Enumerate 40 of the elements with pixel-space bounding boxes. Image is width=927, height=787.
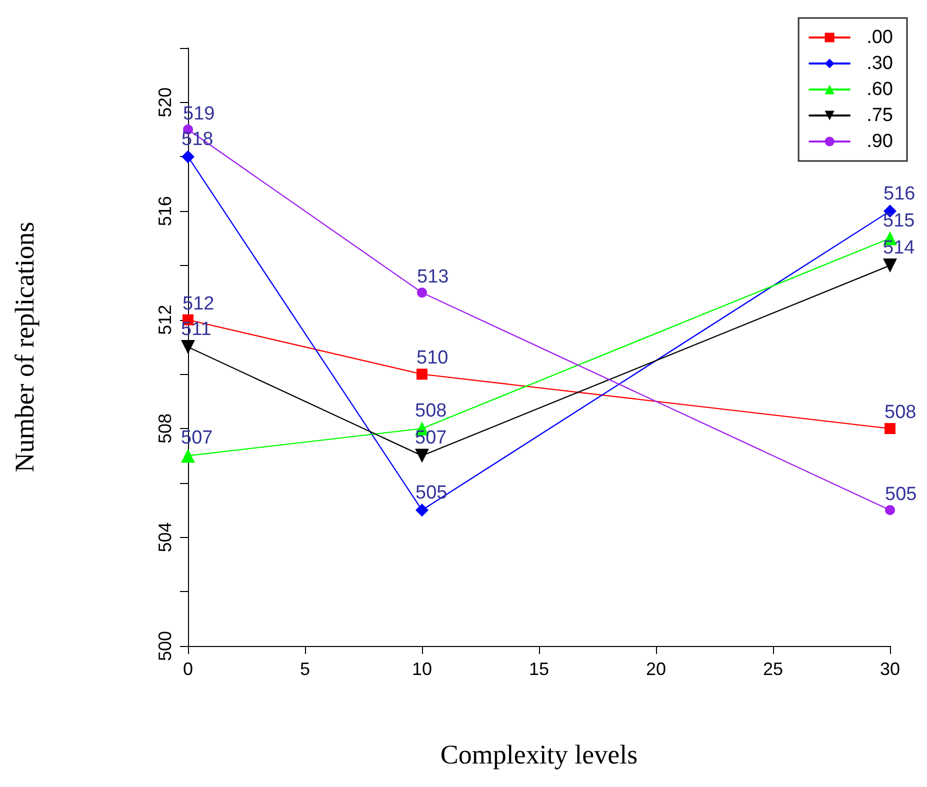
x-tick-label: 20	[646, 659, 666, 679]
legend-label: .75	[866, 105, 894, 126]
data-label: 516	[884, 184, 916, 205]
point	[181, 448, 195, 463]
point	[416, 368, 428, 380]
y-tick-label: 504	[155, 522, 175, 552]
y-tick-label: 508	[155, 414, 175, 444]
point	[885, 505, 895, 516]
data-label: 507	[415, 428, 447, 449]
point	[182, 150, 194, 164]
data-label: 508	[884, 402, 916, 424]
y-tick-label: 500	[155, 630, 175, 662]
x-tick-label: 5	[300, 659, 310, 679]
x-tick-label: 10	[412, 659, 432, 679]
y-axis-title: Number of replications	[10, 222, 40, 472]
legend-label: .00	[866, 27, 894, 48]
y-tick-label: 512	[155, 304, 175, 335]
data-label: 508	[415, 400, 447, 422]
data-label: 513	[417, 266, 449, 288]
data-label: 515	[883, 210, 915, 232]
point	[416, 504, 428, 517]
legend-label: .60	[866, 79, 894, 100]
point	[181, 340, 195, 354]
x-tick-label: 0	[182, 659, 194, 679]
data-label: 505	[416, 482, 448, 504]
point	[884, 423, 896, 434]
point	[415, 448, 429, 463]
data-label: 514	[883, 237, 916, 258]
data-label: 505	[885, 484, 917, 506]
x-tick-label: 15	[528, 659, 550, 679]
point	[883, 258, 897, 272]
x-tick-label: 30	[880, 659, 900, 679]
y-tick-label: 516	[155, 196, 175, 226]
legend-label: .90	[866, 131, 894, 152]
x-axis-title: Complexity levels	[440, 740, 638, 770]
x-tick-label: 25	[762, 659, 784, 679]
data-label: 510	[416, 348, 448, 369]
legend-label: .30	[866, 53, 894, 74]
y-tick-label: 520	[155, 87, 175, 118]
point	[417, 288, 427, 298]
